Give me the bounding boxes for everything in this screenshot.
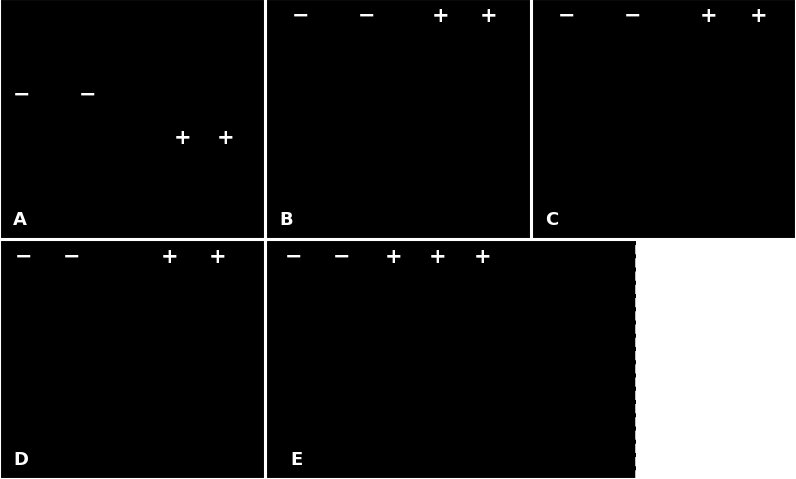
Text: +: +: [700, 6, 718, 26]
Text: +: +: [672, 247, 689, 267]
Text: B: B: [279, 211, 293, 229]
Text: D: D: [14, 451, 28, 469]
Text: −: −: [79, 85, 96, 105]
Text: −: −: [13, 85, 30, 105]
Text: −: −: [358, 6, 376, 26]
Text: −: −: [15, 247, 33, 267]
Text: +: +: [480, 6, 498, 26]
Text: +: +: [161, 247, 178, 267]
Text: C: C: [545, 211, 559, 229]
Text: −: −: [557, 6, 575, 26]
Text: +: +: [432, 6, 450, 26]
Text: +: +: [750, 6, 768, 26]
Text: −: −: [285, 247, 302, 267]
Text: E: E: [290, 451, 302, 469]
Text: −: −: [63, 247, 80, 267]
Text: −: −: [333, 247, 350, 267]
Text: A: A: [14, 211, 27, 229]
Text: −: −: [623, 6, 641, 26]
Text: +: +: [384, 247, 403, 267]
Text: +: +: [174, 128, 192, 148]
Text: +: +: [209, 247, 226, 267]
Text: +: +: [217, 128, 234, 148]
Text: +: +: [743, 247, 760, 267]
Bar: [636, 240, 796, 479]
Text: −: −: [291, 6, 309, 26]
Text: +: +: [474, 247, 491, 267]
Text: +: +: [429, 247, 447, 267]
